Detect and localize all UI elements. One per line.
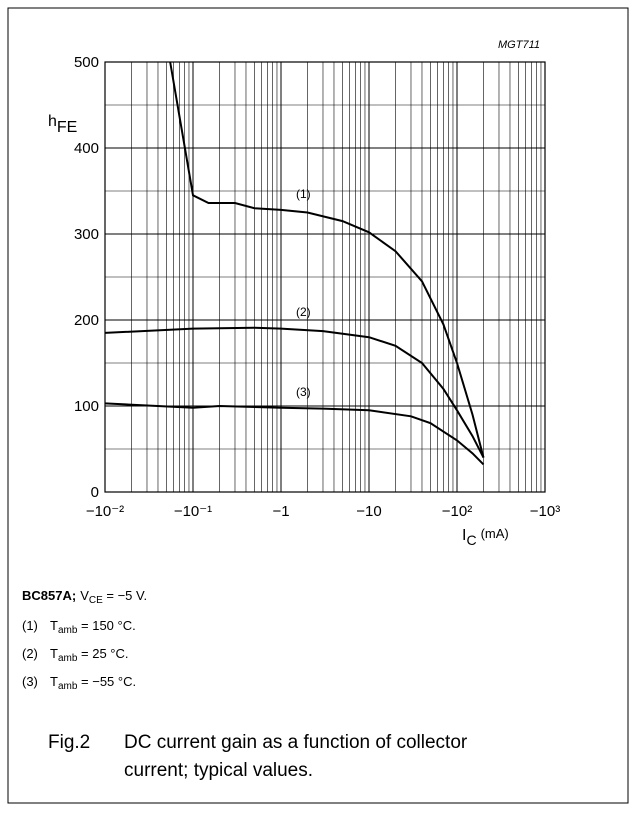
- x-tick-label: −10⁻¹: [174, 503, 212, 520]
- plot-border: [104, 61, 546, 493]
- x-label-unit: (mA): [481, 526, 509, 541]
- curve-label: (3): [296, 385, 311, 399]
- note-text: Tamb = 150 °C.: [50, 618, 136, 636]
- note-num: (3): [22, 674, 38, 689]
- note-rest: = −55 °C.: [77, 674, 136, 689]
- series-line: [104, 402, 485, 466]
- x-label-main: I: [462, 527, 466, 544]
- note-main: T: [50, 674, 58, 689]
- x-tick-label: −1: [272, 503, 289, 520]
- y-tick-label: 0: [91, 484, 99, 501]
- frame: [7, 7, 629, 804]
- series-line: [169, 61, 485, 458]
- note-rest: = 150 °C.: [77, 618, 135, 633]
- plot: 0 100 200 300 400 500 −10⁻² −10⁻¹ −1 −10 −10² −10³ (…: [74, 54, 560, 520]
- x-tick-label: −10³: [530, 503, 560, 520]
- caption-line: DC current gain as a function of collect…: [124, 732, 468, 753]
- y-label-main: h: [48, 113, 57, 130]
- caption-fig: Fig.2: [48, 732, 90, 753]
- note-sub: amb: [58, 625, 78, 636]
- figure-code: MGT711: [498, 39, 540, 51]
- note-main: T: [50, 646, 58, 661]
- caption-line: current; typical values.: [124, 760, 313, 781]
- note-main: T: [50, 618, 58, 633]
- y-tick-label: 400: [74, 140, 99, 157]
- y-tick-label: 100: [74, 398, 99, 415]
- series-line: [104, 326, 485, 459]
- y-axis-label: hFE: [48, 113, 77, 136]
- y-tick-label: 500: [74, 54, 99, 71]
- note-sub: amb: [58, 681, 78, 692]
- x-axis-label: IC (mA): [462, 526, 509, 548]
- note-sub: amb: [58, 653, 78, 664]
- note-num: (2): [22, 646, 38, 661]
- note-text: Tamb = 25 °C.: [50, 646, 129, 664]
- cond-sub: CE: [89, 595, 103, 606]
- curve-label: (1): [296, 187, 311, 201]
- y-tick-label: 200: [74, 312, 99, 329]
- x-tick-label: −10: [356, 503, 381, 520]
- note-num: (1): [22, 618, 38, 633]
- note-text: Tamb = −55 °C.: [50, 674, 136, 692]
- cond-rest: = −5 V.: [103, 588, 147, 603]
- x-label-sub: C: [466, 532, 476, 548]
- device: BC857A;: [22, 588, 76, 603]
- x-tick-label: −10⁻²: [86, 503, 124, 520]
- x-tick-label: −10²: [442, 503, 472, 520]
- cond-main: V: [80, 588, 89, 603]
- conditions: BC857A; VCE = −5 V.: [22, 588, 147, 606]
- legend-notes: (1) Tamb = 150 °C. (2) Tamb = 25 °C. (3) Tamb…: [22, 618, 136, 692]
- y-label-sub: FE: [57, 119, 77, 136]
- curve-label: (2): [296, 305, 311, 319]
- note-rest: = 25 °C.: [77, 646, 128, 661]
- y-tick-label: 300: [74, 226, 99, 243]
